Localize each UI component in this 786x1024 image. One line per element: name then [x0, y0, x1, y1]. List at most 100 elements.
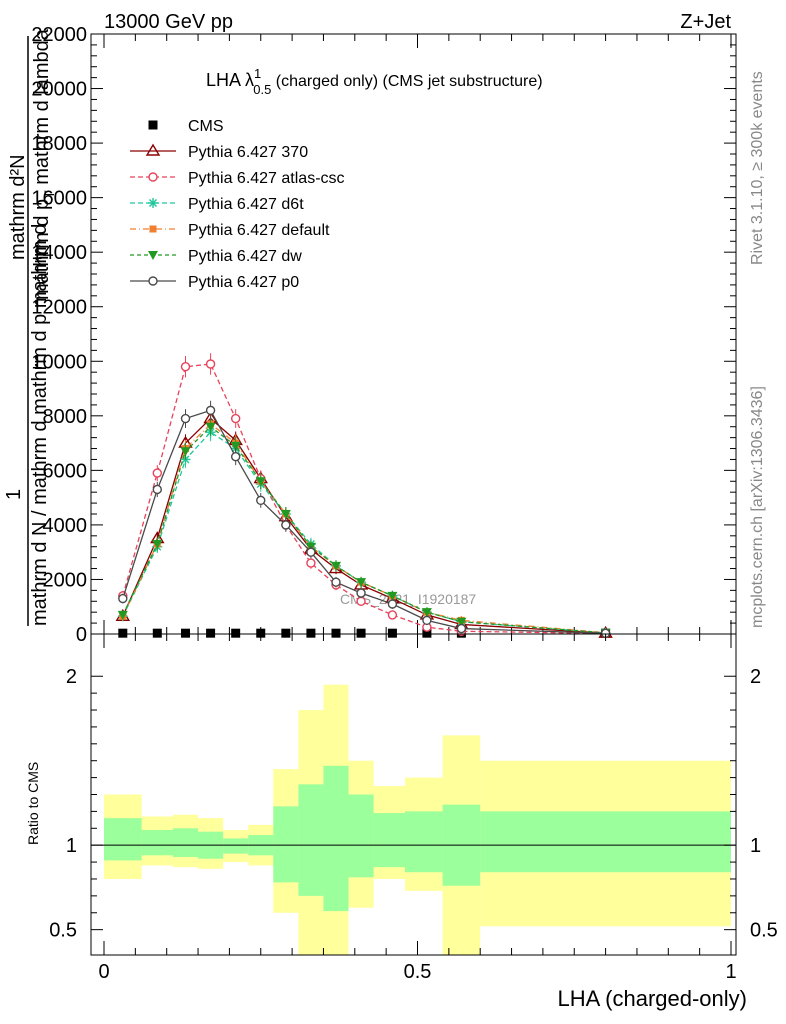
data-point: [256, 495, 266, 506]
data-point: [118, 593, 128, 604]
main-ytick-label: 22000: [31, 24, 87, 46]
data-point: [356, 596, 366, 606]
data-point: [230, 413, 241, 424]
data-point: [421, 608, 432, 618]
legend-marker: [148, 198, 158, 208]
data-point: [181, 628, 191, 638]
series-0: [118, 628, 611, 638]
data-point: [152, 484, 162, 495]
data-point: [180, 413, 191, 424]
legend-marker: [148, 120, 158, 130]
ratio-plot: 0.5 0.51 12 2 0 0.5 1 Ratio to CMS LHA (charg…: [25, 633, 778, 1011]
ylabel-numerator-2: mathrm d pT mathrm d lambda: [31, 28, 57, 300]
ylabel-den-part2: mathrm d: [29, 224, 51, 314]
ratio-band-inner: [298, 784, 324, 896]
data-point: [152, 628, 162, 638]
ylabel-numerator: mathrm d²N: [7, 154, 29, 260]
data-point: [387, 610, 398, 620]
data-point: [255, 477, 266, 487]
legend-marker: [149, 225, 157, 233]
data-point: [205, 359, 216, 369]
ratio-y-axis: 0.5 0.5 1 1 2 2: [49, 666, 778, 941]
ylabel-num-part1: mathrm d²N: [7, 154, 29, 260]
legend-item: Pythia 6.427 dw: [130, 248, 302, 265]
legend-marker: [148, 172, 158, 182]
legend-label: Pythia 6.427 p0: [188, 274, 299, 291]
main-ytick-label: 2000: [43, 569, 88, 591]
data-point: [387, 599, 398, 609]
title-rest: (charged only) (CMS jet substructure): [271, 73, 542, 90]
main-y-label: 1 mathrm d²N mathrm d pT mathrm d lambda…: [3, 28, 57, 626]
data-point: [280, 510, 291, 519]
main-y-axis: 0 2000 4000 6000 8000 10000 12000 14000 16000 180…: [31, 24, 736, 646]
data-point: [206, 628, 216, 638]
ylabel-den-part1: mathrm d N / mathrm d mathrm d p: [29, 314, 51, 626]
ratio-band-inner: [404, 811, 443, 873]
ratio-xtick-label: 1: [725, 961, 736, 983]
ratio-ytick-label-right: 2: [750, 666, 761, 688]
legend-label: Pythia 6.427 atlas-csc: [188, 170, 345, 187]
ratio-band-inner: [480, 811, 731, 873]
ylabel-num-part2: mathrm d p: [31, 199, 53, 300]
legend-marker: [145, 143, 161, 156]
data-point: [180, 447, 191, 457]
data-point: [205, 405, 216, 416]
data-point: [306, 628, 316, 638]
data-point: [205, 422, 216, 432]
data-point: [230, 441, 241, 451]
data-point: [306, 547, 316, 557]
data-point: [456, 617, 467, 627]
data-point: [230, 452, 241, 462]
main-ytick-label: 8000: [43, 406, 88, 428]
side-rivet-label: Rivet 3.1.10, ≥ 300k events: [749, 71, 766, 265]
ratio-ytick-label: 2: [66, 666, 77, 688]
data-point: [356, 578, 367, 588]
ratio-band-inner: [172, 828, 199, 858]
data-point: [356, 628, 366, 638]
title-sup: 1: [254, 66, 261, 81]
legend-item: CMS: [148, 118, 224, 135]
ratio-xtick-label: 0: [98, 961, 109, 983]
data-point: [422, 615, 432, 626]
data-point: [387, 591, 398, 601]
series-6: [118, 400, 611, 639]
main-ytick-label: 0: [76, 624, 87, 646]
legend: CMS Pythia 6.427 370 Pythia 6.427 atlas-cs…: [130, 118, 345, 291]
data-point: [231, 628, 241, 638]
ratio-band-inner: [223, 838, 249, 854]
ylabel-denominator: mathrm d N / mathrm d mathrm d p mathrm …: [29, 224, 51, 626]
data-point: [152, 468, 162, 478]
series-layer: [115, 353, 613, 639]
data-point: [281, 628, 291, 638]
ratio-band-inner: [141, 829, 173, 856]
ratio-ytick-label: 1: [66, 835, 77, 857]
series-line: [122, 417, 606, 634]
ratio-ytick-label: 0.5: [49, 920, 77, 942]
ratio-band-inner: [373, 813, 405, 868]
ylabel-one: 1: [3, 489, 25, 500]
ratio-band-inner: [104, 818, 142, 861]
data-point: [387, 628, 397, 638]
header-energy: 13000 GeV pp: [104, 11, 233, 33]
legend-marker: [148, 276, 158, 286]
data-point: [152, 540, 163, 549]
ratio-bands: [104, 684, 731, 955]
main-ytick-label: 6000: [43, 460, 88, 482]
main-ytick-label: 20000: [31, 79, 87, 101]
ylabel-num-part3: mathrm d lambda: [31, 28, 53, 190]
legend-item: Pythia 6.427 d6t: [130, 196, 304, 213]
series-line: [122, 431, 606, 634]
data-point: [256, 628, 266, 638]
series-line: [122, 423, 606, 634]
header-process: Z+Jet: [680, 11, 731, 33]
legend-item: Pythia 6.427 atlas-csc: [130, 170, 345, 187]
legend-item: Pythia 6.427 default: [130, 222, 330, 239]
legend-label: Pythia 6.427 dw: [188, 248, 302, 265]
main-ytick-label: 14000: [31, 242, 87, 264]
x-axis-label: LHA (charged-only): [557, 986, 747, 1011]
plot-title: LHA λ1 0.5 (charged only) (CMS jet substr…: [206, 66, 543, 97]
main-ytick-label: 16000: [31, 188, 87, 210]
legend-label: Pythia 6.427 default: [188, 222, 330, 239]
data-point: [281, 520, 291, 530]
